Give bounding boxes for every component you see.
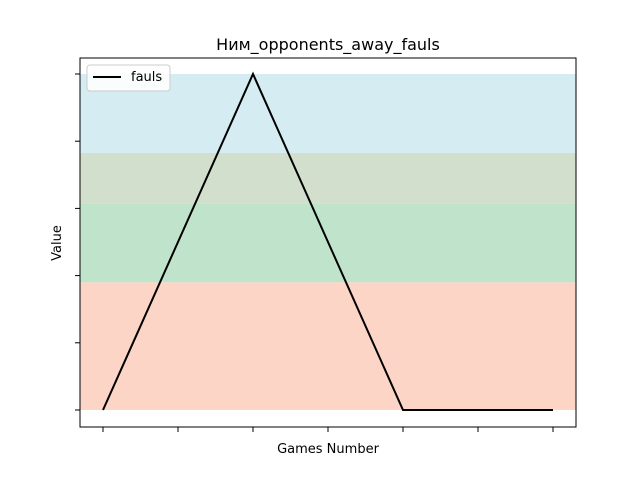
chart-title: Ним_opponents_away_fauls (216, 35, 440, 55)
band-2 (80, 152, 576, 204)
legend: fauls (86, 64, 171, 92)
x-axis-ticks (102, 427, 554, 432)
legend-label-fauls: fauls (131, 70, 162, 85)
y-axis-label: Value (50, 225, 65, 261)
y-axis-ticks (75, 73, 80, 411)
x-axis-label: Games Number (277, 442, 379, 457)
band-0 (80, 282, 576, 410)
series-lines (102, 71, 553, 411)
series-line-fauls (102, 71, 553, 411)
legend-box (86, 64, 171, 92)
